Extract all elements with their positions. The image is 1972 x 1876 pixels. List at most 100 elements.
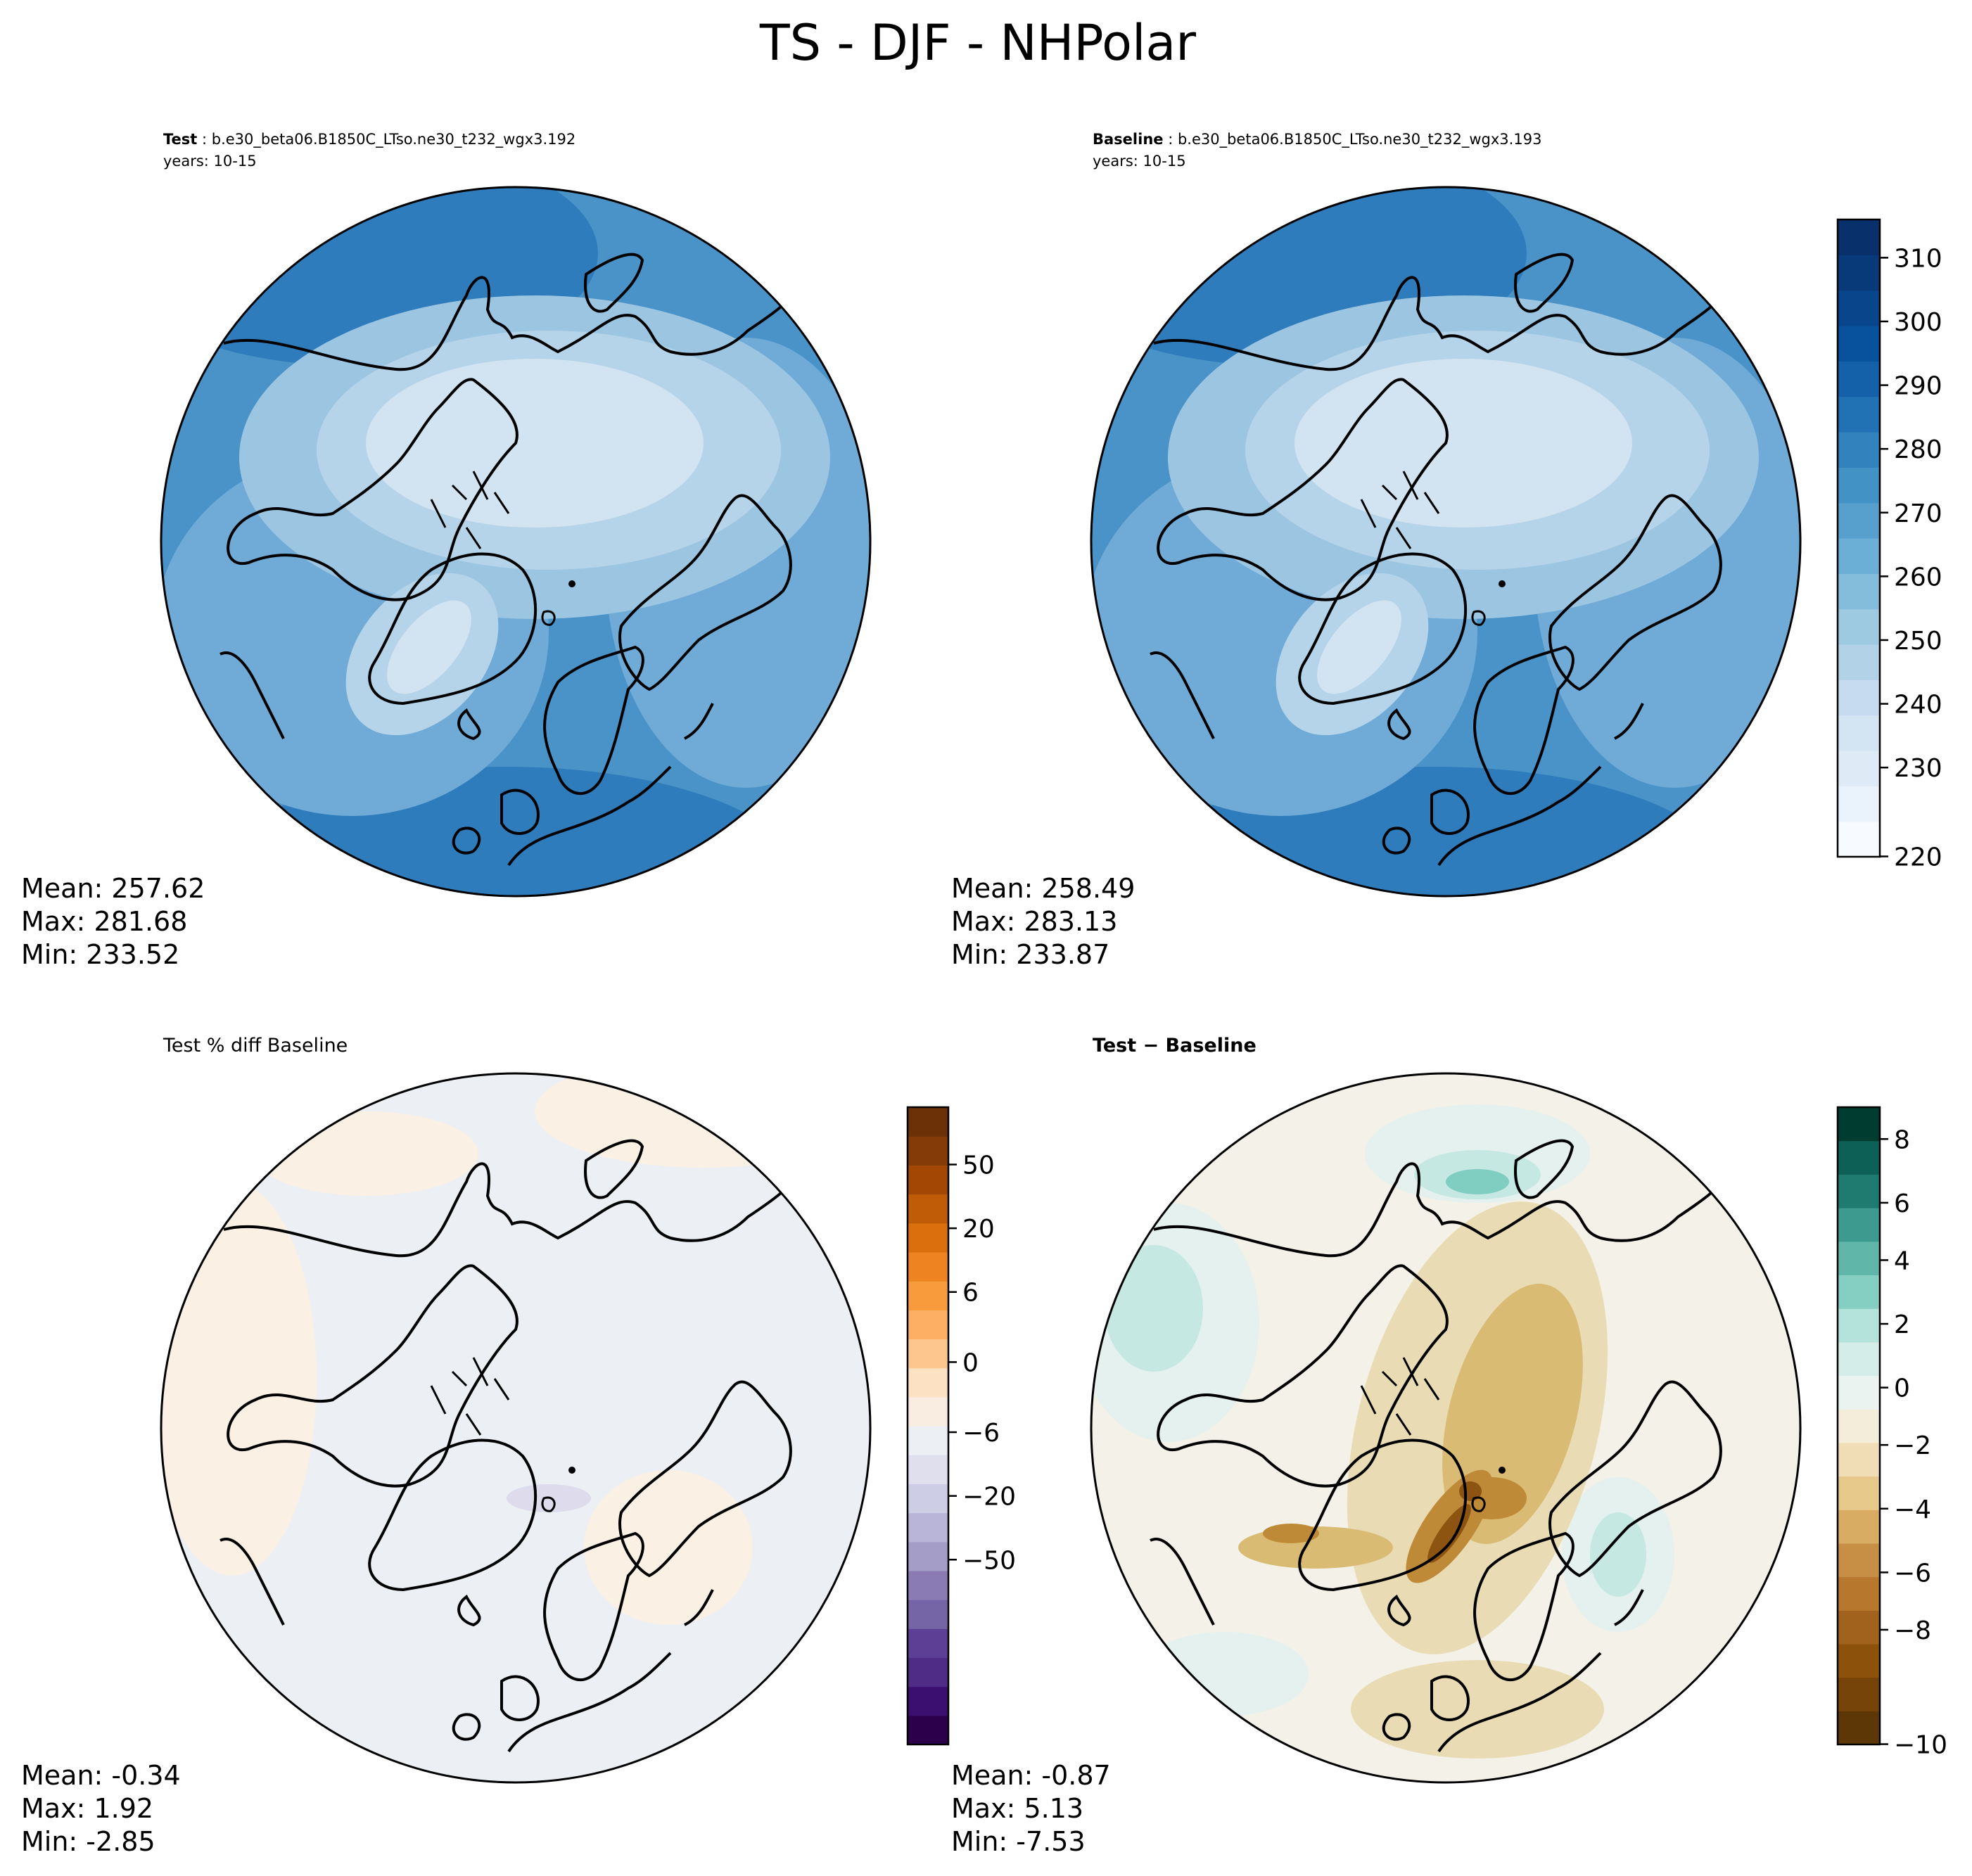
colorbar-swatch	[1838, 1208, 1880, 1242]
colorbar-tick-label: 4	[1894, 1246, 1910, 1275]
colorbar-tick-label: 260	[1894, 563, 1942, 592]
colorbar-swatch	[1838, 573, 1880, 610]
colorbar-frame	[906, 1106, 950, 1746]
colorbar-swatch	[1838, 1275, 1880, 1309]
panel-pctdiff-boundary	[160, 1072, 872, 1784]
colorbar-swatch	[1838, 715, 1880, 751]
colorbar-swatch	[1838, 1510, 1880, 1544]
panel-pctdiff-min: Min: -2.85	[21, 1826, 155, 1857]
colorbar-swatch	[1838, 1308, 1880, 1343]
colorbar-swatch	[1838, 361, 1880, 397]
colorbar-swatch	[908, 1483, 948, 1514]
panel-baseline-mean: Mean: 258.49	[951, 873, 1135, 904]
colorbar-swatch	[1838, 644, 1880, 680]
colorbar-swatch	[908, 1426, 948, 1455]
panel-diff-title: Test − Baseline	[1093, 1035, 1257, 1057]
colorbar-swatch	[908, 1223, 948, 1253]
panel-baseline-years: years: 10-15	[1093, 153, 1186, 170]
panel-diff: Test − Baseline Mean: -0.87 Max: 5.13 M	[951, 1035, 1802, 1857]
colorbar-swatch	[1838, 1711, 1880, 1745]
panel-pctdiff-title: Test % diff Baseline	[163, 1035, 348, 1057]
colorbar-swatch	[908, 1686, 948, 1716]
panel-baseline-title-bold: Baseline	[1093, 131, 1164, 148]
colorbar-tick-label: 6	[962, 1279, 979, 1308]
colorbar-tick-label: 50	[962, 1151, 995, 1180]
colorbar-swatch	[908, 1339, 948, 1369]
colorbar-swatch	[908, 1715, 948, 1745]
colorbar-swatch	[908, 1541, 948, 1571]
colorbar-swatch	[1838, 821, 1880, 857]
colorbar-swatch	[1838, 219, 1880, 255]
colorbar-swatch	[908, 1628, 948, 1659]
panel-diff-max: Max: 5.13	[951, 1793, 1083, 1824]
colorbar-swatch	[1838, 608, 1880, 645]
colorbar-swatch	[908, 1657, 948, 1687]
colorbar-swatch	[1838, 467, 1880, 504]
panel-diff-mean: Mean: -0.87	[951, 1760, 1111, 1791]
colorbar-tick-label: 250	[1894, 627, 1942, 656]
colorbar-swatch	[1838, 396, 1880, 433]
panel-test: Test : b.e30_beta06.B1850C_LTso.ne30_t23…	[21, 131, 872, 970]
colorbar-swatch	[908, 1281, 948, 1310]
colorbar-swatch	[1838, 502, 1880, 539]
colorbar-swatch	[1838, 751, 1880, 786]
colorbar-swatch	[1838, 1341, 1880, 1377]
colorbar-swatch	[1838, 326, 1880, 362]
colorbar-absolute: 310 300 290 280 270 260 250 240 230 220	[1836, 218, 1942, 872]
panel-test-map	[161, 187, 870, 896]
panel-test-boundary	[160, 186, 872, 898]
colorbar-swatch	[1838, 1643, 1880, 1678]
colorbar-frame	[1836, 218, 1881, 858]
panel-test-mean: Mean: 257.62	[21, 873, 205, 904]
colorbar-swatch	[1838, 1543, 1880, 1578]
panel-pctdiff-max: Max: 1.92	[21, 1793, 153, 1824]
colorbar-tick-label: 310	[1894, 244, 1942, 273]
panel-diff-map	[1091, 1073, 1800, 1782]
colorbar-tick-label: 0	[962, 1348, 979, 1377]
panel-pctdiff: Test % diff Baseline Mean: -0.34 Max: 1.…	[21, 1035, 872, 1857]
colorbar-tick-label: 8	[1894, 1125, 1910, 1154]
colorbar-swatch	[1838, 1174, 1880, 1208]
colorbar-frame	[1836, 1106, 1881, 1746]
colorbar-tick-label: −8	[1894, 1616, 1931, 1645]
colorbar-tick-label: 280	[1894, 435, 1942, 464]
colorbar-swatch	[1838, 538, 1880, 574]
colorbar-swatch	[1838, 1576, 1880, 1611]
colorbar-difference: 8 6 4 2 0 −2 −4 −6 −8 −10	[1836, 1106, 1947, 1760]
panel-pctdiff-map	[161, 1073, 870, 1782]
panel-test-title-rest: : b.e30_beta06.B1850C_LTso.ne30_t232_wgx…	[197, 131, 575, 148]
colorbar-swatch	[1838, 255, 1880, 291]
colorbar-percent-diff: 50 20 6 0 −6 −20 −50	[906, 1106, 1016, 1746]
colorbar-swatch	[1838, 1442, 1880, 1477]
figure-title: TS - DJF - NHPolar	[759, 14, 1196, 72]
colorbar-tick-label: −20	[962, 1483, 1016, 1512]
panel-test-max: Max: 281.68	[21, 906, 187, 937]
panel-diff-min: Min: -7.53	[951, 1826, 1086, 1857]
colorbar-swatch	[908, 1367, 948, 1398]
panel-baseline-map	[1091, 187, 1800, 896]
colorbar-swatch	[1838, 1476, 1880, 1510]
panel-baseline-title-rest: : b.e30_beta06.B1850C_LTso.ne30_t232_wgx…	[1164, 131, 1542, 148]
colorbar-swatch	[1838, 786, 1880, 822]
colorbar-tick-label: 240	[1894, 691, 1942, 720]
panel-test-min: Min: 233.52	[21, 939, 179, 970]
panel-baseline-title: Baseline : b.e30_beta06.B1850C_LTso.ne30…	[1093, 131, 1541, 148]
colorbar-swatch	[1838, 1241, 1880, 1276]
colorbar-tick-label: −2	[1894, 1431, 1931, 1460]
colorbar-swatch	[908, 1165, 948, 1195]
colorbar-swatch	[1838, 1610, 1880, 1645]
colorbar-tick-label: −6	[962, 1419, 1000, 1448]
colorbar-swatch	[908, 1194, 948, 1224]
colorbar-tick-label: −10	[1894, 1731, 1947, 1760]
colorbar-swatch	[1838, 1140, 1880, 1175]
colorbar-tick-label: 300	[1894, 308, 1942, 337]
colorbar-tick-label: −50	[962, 1546, 1016, 1575]
colorbar-tick-label: 20	[962, 1215, 995, 1244]
colorbar-tick-label: 2	[1894, 1310, 1910, 1339]
panel-baseline-min: Min: 233.87	[951, 939, 1109, 970]
colorbar-swatch	[908, 1512, 948, 1543]
colorbar-tick-label: −4	[1894, 1495, 1931, 1524]
colorbar-swatch	[908, 1310, 948, 1340]
colorbar-swatch	[908, 1136, 948, 1166]
